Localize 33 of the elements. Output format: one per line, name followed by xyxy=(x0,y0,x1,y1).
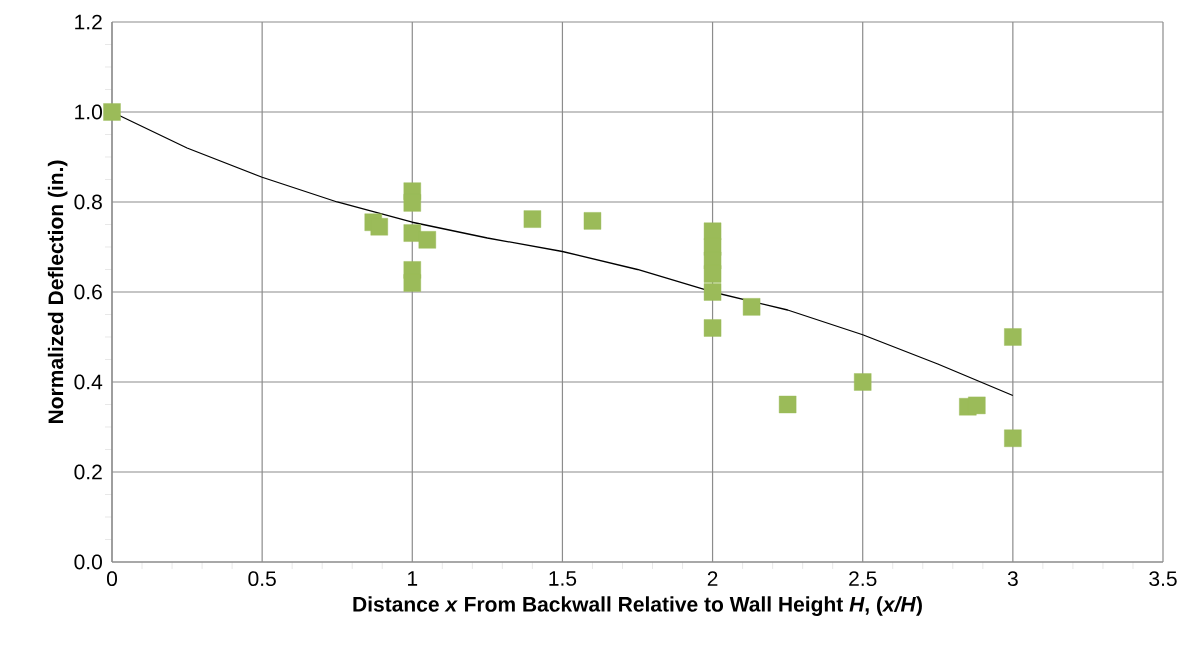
y-tick-label: 0.0 xyxy=(74,554,102,570)
y-tick-label: 1.0 xyxy=(75,104,102,120)
y-tick-label: 1.2 xyxy=(75,14,102,30)
point xyxy=(403,274,421,292)
point xyxy=(778,395,797,414)
x-tick-label: 0 xyxy=(106,571,118,587)
point xyxy=(968,396,986,415)
x-tick-label: 1 xyxy=(408,571,418,586)
point xyxy=(583,212,602,230)
point xyxy=(703,265,722,283)
x-tick-label: 3 xyxy=(1007,571,1018,587)
x-tick-label: 1.5 xyxy=(549,571,577,586)
point xyxy=(1004,328,1022,346)
point xyxy=(403,194,421,212)
y-axis-title: Normalized Deflection (in.) xyxy=(47,160,68,424)
x-axis-title: Distance x From Backwall Relative to Wall Height H, (x/H) xyxy=(353,596,922,616)
point xyxy=(703,319,722,337)
point xyxy=(1004,429,1022,447)
x-tick-label: 2.5 xyxy=(849,571,877,587)
point xyxy=(523,210,542,228)
x-tick-label: 2 xyxy=(707,571,718,586)
point xyxy=(742,298,761,316)
y-tick-label: 0.4 xyxy=(74,374,103,390)
y-tick-label: 0.8 xyxy=(74,194,102,210)
point xyxy=(103,103,121,121)
point xyxy=(418,231,436,249)
y-tick-label: 0.6 xyxy=(74,284,102,300)
x-tick-label: 3.5 xyxy=(1149,571,1177,587)
y-tick-label: 0.2 xyxy=(74,464,102,480)
point xyxy=(370,218,388,236)
point xyxy=(854,373,872,391)
point xyxy=(703,283,722,301)
x-tick-label: 0.5 xyxy=(248,571,276,587)
